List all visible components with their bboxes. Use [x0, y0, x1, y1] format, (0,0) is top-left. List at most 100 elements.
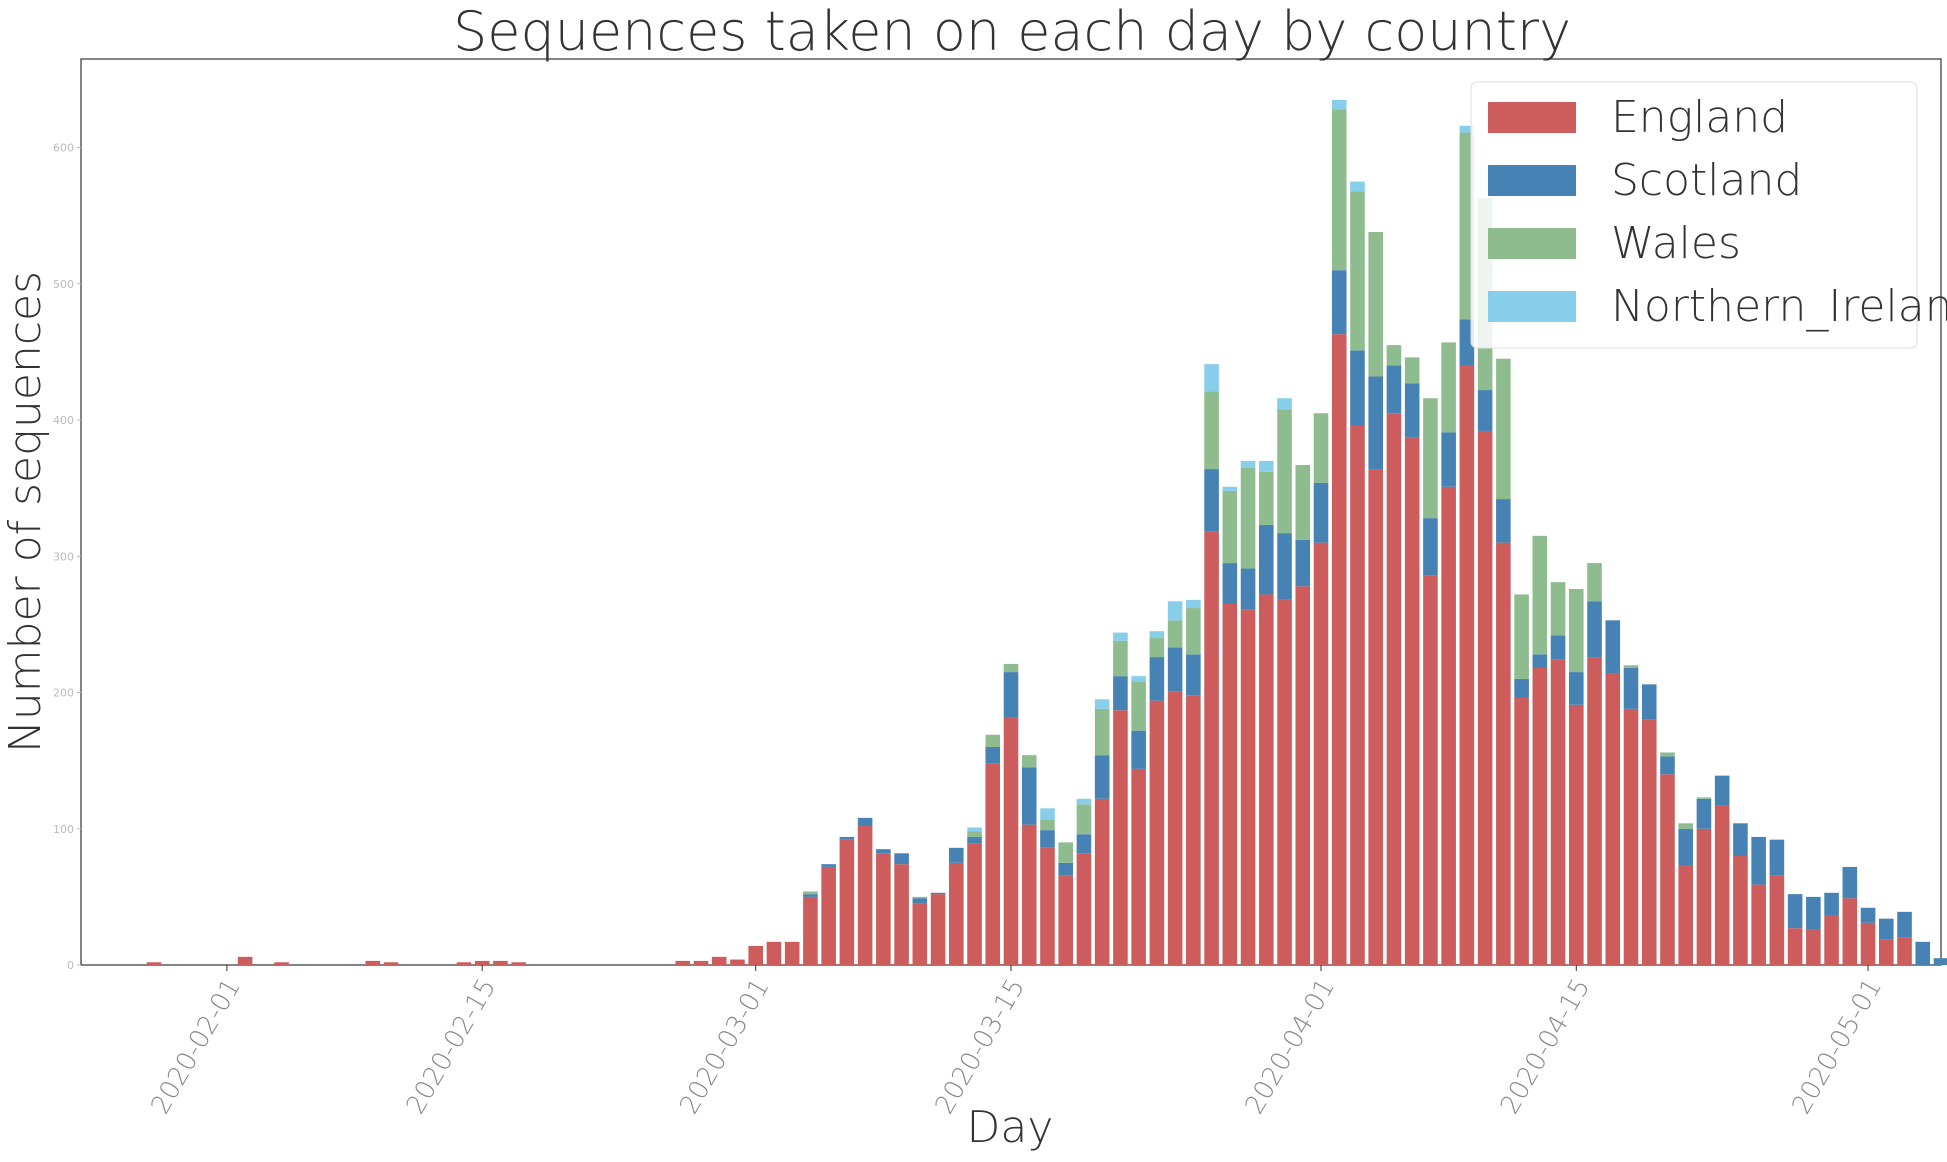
y-tick-label: 400 — [53, 414, 74, 427]
bar-scotland — [1076, 834, 1092, 854]
legend: England Scotland Wales Northern_Ireland — [1470, 81, 1947, 349]
chart-title: Sequences taken on each day by country — [453, 0, 1571, 63]
bar-england — [1295, 586, 1311, 965]
bar-wales — [1313, 413, 1329, 483]
bar-england — [675, 960, 691, 965]
bar-wales — [1277, 409, 1292, 534]
bar-scotland — [1587, 601, 1602, 658]
bar-england — [511, 962, 526, 965]
bar-england — [748, 945, 763, 965]
y-axis-label: Number of sequences — [0, 271, 51, 753]
bar-scotland — [1350, 350, 1365, 426]
bar-england — [1222, 603, 1238, 965]
bar-scotland — [1532, 654, 1548, 668]
bar-wales — [967, 831, 982, 837]
x-tick-label: 2020-04-01 — [1240, 974, 1342, 1120]
bar-scotland — [1933, 958, 1947, 965]
bar-scotland — [1787, 894, 1803, 929]
bar-northern-ireland — [1204, 364, 1219, 392]
bar-wales — [985, 734, 1001, 748]
y-tick-label: 200 — [53, 687, 74, 700]
bar-england — [1733, 856, 1748, 965]
bar-scotland — [1404, 383, 1420, 438]
bar-wales — [1040, 819, 1055, 831]
bar-wales — [1240, 467, 1256, 569]
bar-wales — [1386, 345, 1402, 366]
bar-england — [985, 763, 1001, 965]
bar-scotland — [1769, 839, 1785, 876]
bar-scotland — [1696, 798, 1712, 829]
legend-swatch-wales — [1488, 228, 1576, 259]
bar-england — [1641, 719, 1657, 965]
bar-england — [1331, 334, 1347, 966]
bar-england — [1277, 599, 1292, 965]
x-tick-label: 2020-03-01 — [674, 974, 776, 1120]
bar-scotland — [985, 747, 1001, 764]
bar-england — [1404, 437, 1420, 965]
bar-england — [1459, 365, 1475, 965]
bar-england — [1040, 847, 1055, 965]
bar-england — [1879, 939, 1894, 965]
bar-wales — [1532, 535, 1548, 655]
bar-england — [365, 960, 381, 965]
bar-scotland — [1313, 482, 1329, 543]
bar-england — [1368, 469, 1383, 965]
bar-wales — [912, 896, 928, 899]
bar-england — [1003, 717, 1019, 965]
bar-england — [1678, 865, 1693, 965]
bar-england — [1806, 929, 1821, 965]
bar-wales — [1113, 640, 1128, 677]
bar-england — [1751, 884, 1766, 965]
bar-scotland — [1386, 365, 1402, 414]
bar-wales — [1678, 823, 1693, 829]
bar-scotland — [1824, 892, 1839, 916]
legend-label-wales: Wales — [1611, 218, 1741, 269]
bar-scotland — [1204, 469, 1219, 532]
x-axis: 2020-02-01 2020-02-15 2020-03-01 2020-03-15… — [145, 965, 1888, 1119]
bar-scotland — [1167, 647, 1183, 692]
y-tick-label: 100 — [53, 823, 74, 836]
y-tick-label: 300 — [53, 550, 74, 563]
y-tick-label: 500 — [53, 278, 74, 291]
bar-wales — [1587, 563, 1602, 602]
bar-northern-ireland — [1113, 632, 1128, 641]
bar-england — [1167, 691, 1183, 965]
bar-scotland — [1496, 499, 1511, 543]
bar-scotland — [1368, 376, 1383, 470]
bar-scotland — [1240, 568, 1256, 610]
bar-england — [456, 962, 472, 965]
bar-northern-ireland — [1331, 99, 1347, 110]
bar-england — [1094, 798, 1110, 965]
bar-northern-ireland — [1222, 486, 1238, 491]
bar-england — [821, 866, 836, 965]
bar-wales — [1076, 804, 1092, 835]
x-tick-label: 2020-04-15 — [1495, 974, 1597, 1120]
bar-england — [1423, 575, 1438, 965]
bar-wales — [1496, 358, 1511, 500]
bar-england — [1587, 657, 1602, 965]
bar-northern-ireland — [1094, 699, 1110, 709]
bar-wales — [1058, 842, 1073, 863]
bar-england — [1149, 700, 1165, 965]
bar-england — [912, 903, 928, 965]
bar-scotland — [1003, 672, 1019, 718]
bar-england — [857, 826, 873, 965]
bar-scotland — [1879, 918, 1894, 940]
bar-england — [1696, 828, 1712, 965]
bar-scotland — [1660, 756, 1675, 775]
bar-scotland — [1113, 676, 1128, 711]
bar-wales — [1623, 665, 1639, 668]
legend-label-england: England — [1611, 92, 1788, 143]
bar-scotland — [876, 849, 891, 854]
bar-scotland — [1806, 896, 1821, 930]
bar-scotland — [1021, 767, 1037, 825]
x-axis-label: Day — [967, 1102, 1054, 1153]
bar-england — [1386, 413, 1402, 966]
x-tick-label: 2020-02-15 — [401, 974, 503, 1120]
bar-scotland — [1623, 668, 1639, 709]
bar-england — [1204, 531, 1219, 965]
bar-england — [1623, 708, 1639, 965]
bar-england — [1259, 594, 1274, 965]
bar-england — [894, 864, 909, 965]
bar-wales — [1222, 490, 1238, 564]
